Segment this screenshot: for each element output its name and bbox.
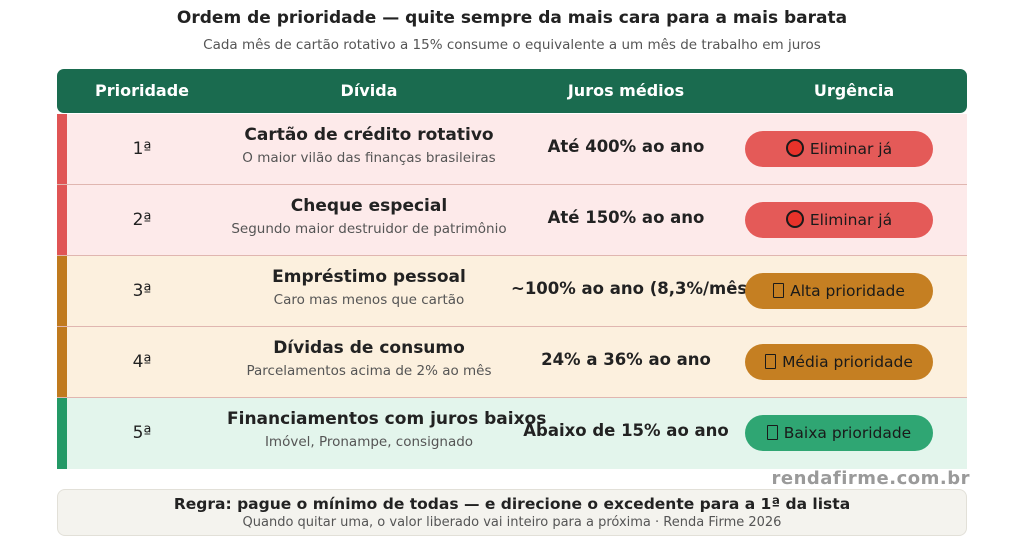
urgency-badge: Alta prioridade: [745, 273, 933, 309]
debt-name: Financiamentos com juros baixos: [227, 409, 547, 429]
column-header-interest: Juros médios: [567, 81, 685, 100]
priority-color-bar: [57, 256, 67, 326]
debt-cell: Dívidas de consumo Parcelamentos acima de…: [227, 336, 511, 382]
debt-cell: Cheque especial Segundo maior destruidor …: [227, 194, 511, 240]
table-row: 3ª Empréstimo pessoal Caro mas menos que c…: [57, 256, 967, 327]
debt-description: O maior vilão das finanças brasileiras: [242, 150, 496, 166]
table-row: 2ª Cheque especial Segundo maior destruido…: [57, 185, 967, 256]
interest-rate: ~100% ao ano (8,3%/mês): [511, 279, 755, 298]
debt-cell: Cartão de crédito rotativo O maior vilão …: [227, 123, 511, 169]
table-row: 5ª Financiamentos com juros baixos Imóvel,…: [57, 398, 967, 469]
watermark: rendafirme.com.br: [771, 468, 970, 489]
urgency-label: Baixa prioridade: [783, 424, 912, 442]
table-body: 1ª Cartão de crédito rotativo O maior vilã…: [57, 114, 967, 469]
urgency-label: Alta prioridade: [790, 282, 905, 300]
urgency-badge: Baixa prioridade: [745, 415, 933, 451]
column-header-urgency: Urgência: [813, 81, 895, 100]
interest-rate: 24% a 36% ao ano: [541, 350, 711, 369]
urgency-label: Eliminar já: [809, 140, 893, 158]
debt-name: Cartão de crédito rotativo: [244, 125, 494, 145]
debt-name: Dívidas de consumo: [273, 338, 465, 358]
urgency-label: Eliminar já: [809, 211, 893, 229]
debt-cell: Empréstimo pessoal Caro mas menos que car…: [227, 265, 511, 311]
priority-color-bar: [57, 327, 67, 397]
priority-color-bar: [57, 398, 67, 469]
debt-description: Segundo maior destruidor de patrimônio: [231, 221, 507, 237]
table-header: Prioridade Dívida Juros médios Urgência: [57, 69, 967, 113]
column-header-priority: Prioridade: [94, 81, 190, 100]
red-circle-icon: [785, 139, 804, 157]
priority-color-bar: [57, 114, 67, 184]
debt-name: Empréstimo pessoal: [272, 267, 466, 287]
missing-glyph-icon: [766, 424, 778, 440]
page-title: Ordem de prioridade — quite sempre da ma…: [176, 8, 848, 28]
page-subtitle: Cada mês de cartão rotativo a 15% consum…: [203, 37, 821, 53]
priority-rank: 2ª: [132, 210, 152, 230]
urgency-badge: Média prioridade: [745, 344, 933, 380]
debt-description: Caro mas menos que cartão: [273, 292, 465, 308]
footer-note: Quando quitar uma, o valor liberado vai …: [242, 515, 782, 530]
footer-rule: Regra: pague o mínimo de todas — e direc…: [173, 495, 851, 513]
missing-glyph-icon: [773, 282, 785, 298]
table-row: 1ª Cartão de crédito rotativo O maior vilã…: [57, 114, 967, 185]
table-row: 4ª Dívidas de consumo Parcelamentos acima …: [57, 327, 967, 398]
priority-rank: 1ª: [132, 139, 152, 159]
debt-description: Imóvel, Pronampe, consignado: [264, 434, 474, 450]
priority-color-bar: [57, 185, 67, 255]
column-header-debt: Dívida: [340, 81, 398, 100]
debt-name: Cheque especial: [290, 196, 448, 216]
priority-rank: 3ª: [132, 281, 152, 301]
debt-cell: Financiamentos com juros baixos Imóvel, P…: [227, 407, 547, 453]
urgency-badge: Eliminar já: [745, 202, 933, 238]
interest-rate: Até 150% ao ano: [547, 208, 705, 227]
priority-rank: 4ª: [132, 352, 152, 372]
interest-rate: Abaixo de 15% ao ano: [523, 421, 729, 440]
red-circle-icon: [785, 210, 804, 228]
footer-rule-box: Regra: pague o mínimo de todas — e direc…: [57, 489, 967, 536]
urgency-label: Média prioridade: [782, 353, 913, 371]
debt-description: Parcelamentos acima de 2% ao mês: [246, 363, 492, 379]
interest-rate: Até 400% ao ano: [547, 137, 705, 156]
urgency-badge: Eliminar já: [745, 131, 933, 167]
missing-glyph-icon: [765, 353, 777, 369]
priority-rank: 5ª: [132, 423, 152, 443]
